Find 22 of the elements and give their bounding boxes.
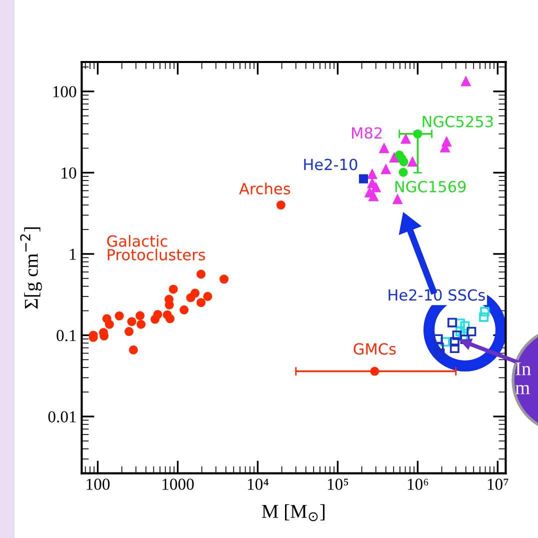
x-tick-label: 10⁷ — [488, 478, 508, 490]
x-tick-label: 1000 — [162, 478, 194, 490]
series-label: NGC1569 — [395, 180, 466, 192]
series-label: M82 — [352, 127, 382, 139]
x-tick-label: 10⁶ — [408, 478, 428, 490]
series-label: NGC5253 — [422, 116, 493, 128]
x-tick-label: 10⁵ — [328, 478, 348, 490]
text: In m — [515, 362, 531, 394]
x-axis-title: M [M$_{⊙}$] — [262, 504, 324, 522]
x-tick-label: 10⁴ — [248, 478, 268, 490]
series-label: Galactic Protoclusters — [107, 235, 206, 260]
series-label: He2-10 — [304, 158, 358, 170]
series-label: Arches — [239, 182, 290, 194]
y-tick-label: 0.1 — [56, 330, 76, 342]
x-tick-label: 100 — [86, 478, 110, 490]
y-tick-label: 10 — [62, 167, 76, 179]
series-label: GMCs — [354, 343, 396, 355]
y-axis-title: Σ[g cm$^{−2}$] — [20, 227, 42, 309]
y-tick-label: 100 — [53, 86, 76, 98]
y-tick-label: 1 — [70, 248, 76, 260]
y-tick-label: 0.01 — [48, 411, 76, 423]
series-label: He2-10 SSCs — [388, 289, 485, 301]
